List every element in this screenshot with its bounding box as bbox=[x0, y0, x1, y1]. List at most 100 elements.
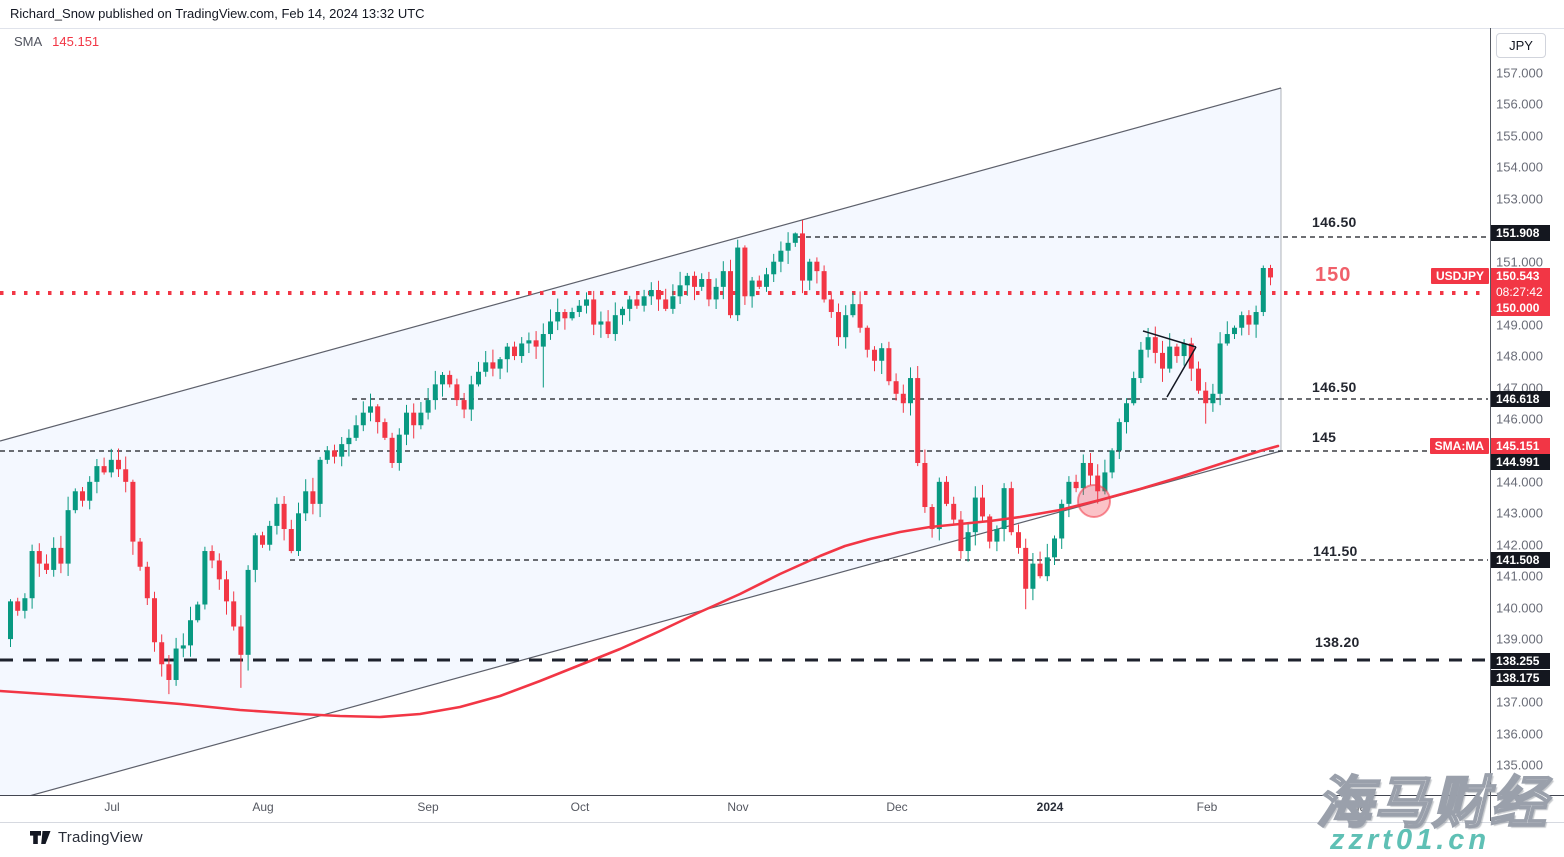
candle-up bbox=[425, 400, 431, 413]
candle-down bbox=[288, 529, 294, 552]
indicator-name: SMA bbox=[14, 34, 43, 49]
candle-down bbox=[80, 491, 85, 501]
pane-border bbox=[0, 28, 1564, 29]
candle-up bbox=[1030, 563, 1036, 589]
candle-up bbox=[1224, 334, 1230, 344]
candle-up bbox=[267, 525, 273, 545]
candle-up bbox=[627, 299, 633, 309]
candle-up bbox=[1052, 538, 1057, 558]
tradingview-logo-icon bbox=[30, 830, 51, 844]
candle-down bbox=[382, 422, 388, 438]
candle-down bbox=[836, 312, 841, 338]
candle-down bbox=[1174, 346, 1180, 357]
candle-down bbox=[605, 321, 611, 335]
wedge-annotation-line[interactable] bbox=[1166, 346, 1197, 398]
candle-up bbox=[540, 334, 546, 347]
candle-up bbox=[843, 315, 849, 338]
plot-area[interactable] bbox=[0, 87, 1488, 804]
candle-up bbox=[965, 532, 971, 552]
candle-down bbox=[656, 290, 661, 300]
currency-toggle-button[interactable]: JPY bbox=[1496, 33, 1546, 58]
candle-up bbox=[29, 551, 35, 599]
candle-down bbox=[663, 299, 669, 309]
candle-up bbox=[65, 510, 71, 564]
candle-up bbox=[771, 261, 777, 275]
candle-down bbox=[159, 642, 165, 665]
candle-up bbox=[1138, 349, 1144, 379]
candle-down bbox=[36, 551, 42, 564]
candle-down bbox=[332, 450, 337, 457]
candle-down bbox=[1095, 475, 1101, 492]
candle-down bbox=[900, 393, 906, 404]
candle-up bbox=[699, 278, 705, 287]
highlight-circle[interactable] bbox=[1077, 484, 1111, 518]
candle-down bbox=[1160, 352, 1165, 369]
candle-down bbox=[886, 348, 892, 382]
tradingview-wordmark: TradingView bbox=[58, 829, 143, 846]
candle-up bbox=[108, 459, 114, 473]
trend-channel[interactable] bbox=[0, 87, 1282, 804]
candle-up bbox=[245, 569, 251, 655]
candle-up bbox=[713, 286, 719, 300]
candle-down bbox=[209, 551, 215, 561]
candle-up bbox=[1145, 337, 1151, 350]
indicator-value: 145.151 bbox=[52, 34, 100, 49]
candle-up bbox=[432, 384, 438, 401]
candle-up bbox=[972, 497, 978, 533]
candle-up bbox=[620, 308, 625, 316]
candle-up bbox=[339, 444, 345, 457]
candle-down bbox=[1152, 337, 1158, 353]
candle-down bbox=[864, 327, 870, 350]
tradingview-attribution[interactable]: TradingView bbox=[30, 829, 143, 846]
candle-down bbox=[144, 566, 150, 599]
candle-down bbox=[137, 541, 143, 567]
candle-down bbox=[857, 304, 863, 328]
candle-up bbox=[195, 604, 201, 621]
candle-up bbox=[497, 359, 503, 369]
indicator-legend[interactable]: SMA 145.151 bbox=[14, 34, 99, 49]
candle-down bbox=[814, 261, 820, 272]
candle-down bbox=[872, 349, 877, 361]
candle-down bbox=[742, 247, 748, 297]
candle-up bbox=[1239, 315, 1245, 328]
price-axis[interactable] bbox=[1490, 28, 1564, 821]
candle-up bbox=[1080, 462, 1086, 489]
published-line: Richard_Snow published on TradingView.co… bbox=[10, 6, 425, 21]
candle-up bbox=[1181, 343, 1187, 357]
sma-line[interactable] bbox=[0, 444, 1280, 719]
time-axis[interactable] bbox=[0, 795, 1564, 823]
candle-up bbox=[548, 321, 553, 335]
candle-up bbox=[94, 466, 100, 482]
candle-up bbox=[670, 296, 676, 309]
candle-down bbox=[634, 299, 640, 306]
watermark-chinese: 海马财经 bbox=[1315, 770, 1548, 835]
candle-down bbox=[461, 400, 467, 410]
candle-up bbox=[252, 535, 258, 570]
candle-up bbox=[22, 598, 28, 611]
candle-up bbox=[202, 551, 208, 605]
candle-up bbox=[303, 491, 309, 514]
candle-up bbox=[569, 312, 575, 319]
candle-up bbox=[526, 340, 532, 344]
candle-up bbox=[173, 648, 179, 680]
wedge-annotation-line[interactable] bbox=[1142, 330, 1197, 348]
candle-down bbox=[152, 598, 157, 643]
candle-down bbox=[756, 280, 762, 287]
candle-up bbox=[87, 481, 93, 501]
candle-down bbox=[281, 503, 287, 530]
candle-down bbox=[987, 516, 993, 542]
candle-up bbox=[51, 547, 57, 570]
candle-up bbox=[418, 412, 424, 426]
candlestick-series[interactable] bbox=[8, 219, 1273, 695]
candle-up bbox=[1260, 267, 1266, 313]
candle-down bbox=[44, 563, 49, 570]
candle-up bbox=[1059, 503, 1065, 539]
candle-up bbox=[519, 343, 525, 357]
candle-up bbox=[360, 412, 366, 426]
candle-down bbox=[1037, 563, 1043, 577]
candle-up bbox=[778, 250, 784, 262]
candle-down bbox=[1203, 390, 1209, 404]
candle-up bbox=[785, 242, 791, 251]
candle-up bbox=[324, 450, 330, 460]
